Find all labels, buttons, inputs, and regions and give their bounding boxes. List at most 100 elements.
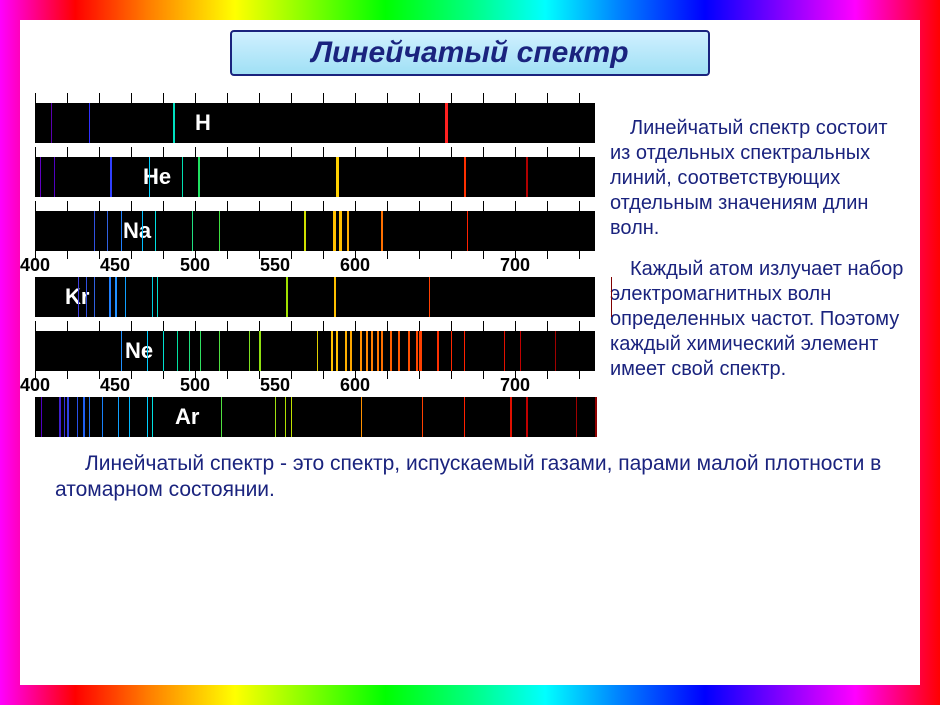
spectral-line	[464, 157, 466, 197]
spectral-line	[221, 397, 222, 437]
tick	[515, 147, 516, 157]
axis-tick	[291, 371, 292, 379]
spectral-line	[54, 157, 55, 197]
spectral-line	[125, 277, 126, 317]
element-label: He	[143, 164, 171, 190]
tick	[483, 93, 484, 103]
tick	[131, 201, 132, 211]
axis-label: 550	[260, 375, 290, 396]
spectral-line	[59, 397, 61, 437]
spectral-line	[182, 157, 183, 197]
spectral-line	[408, 331, 410, 371]
spectral-line	[94, 211, 95, 251]
spectral-line	[157, 277, 158, 317]
tick	[579, 321, 580, 331]
axis-tick	[323, 251, 324, 259]
spectral-line	[334, 277, 336, 317]
content-area: Линейчатый спектр HHeNa40045050055060070…	[20, 20, 920, 685]
axis-tick	[547, 371, 548, 379]
spectral-line	[67, 397, 69, 437]
spectral-line	[464, 331, 465, 371]
spectral-line	[339, 211, 342, 251]
spectrum-strip: Kr	[35, 277, 595, 317]
spectral-line	[219, 331, 220, 371]
spectral-line	[526, 157, 528, 197]
spectral-line	[347, 211, 349, 251]
tick	[547, 147, 548, 157]
spectral-line	[118, 397, 119, 437]
tick	[355, 201, 356, 211]
tick	[35, 321, 36, 331]
spectrum-strip: He	[35, 157, 595, 197]
spectral-line	[89, 103, 90, 143]
spectral-line	[83, 397, 85, 437]
element-label: Na	[123, 218, 151, 244]
tick	[195, 93, 196, 103]
tick-row	[35, 145, 595, 157]
spectral-line	[219, 211, 220, 251]
tick	[35, 201, 36, 211]
spectral-line	[350, 331, 352, 371]
title-bar: Линейчатый спектр	[230, 30, 710, 76]
spectra-column: HHeNa400450500550600700KrNe4004505005506…	[35, 91, 595, 439]
spectral-line	[317, 331, 318, 371]
axis-tick	[131, 371, 132, 379]
spectral-line	[381, 211, 383, 251]
axis-tick	[387, 251, 388, 259]
tick	[419, 321, 420, 331]
axis-tick	[67, 251, 68, 259]
spectral-line	[110, 157, 112, 197]
tick	[579, 93, 580, 103]
axis-tick	[579, 371, 580, 379]
spectral-line	[520, 331, 521, 371]
axis-label: 500	[180, 255, 210, 276]
tick	[163, 93, 164, 103]
axis-label: 450	[100, 375, 130, 396]
spectral-line	[336, 331, 338, 371]
axis-tick	[547, 251, 548, 259]
tick	[387, 321, 388, 331]
spectral-line	[371, 331, 373, 371]
axis-label: 400	[20, 255, 50, 276]
tick	[579, 201, 580, 211]
tick	[227, 321, 228, 331]
axis-label: 550	[260, 255, 290, 276]
tick	[451, 147, 452, 157]
spectral-line	[173, 103, 175, 143]
tick-row	[35, 319, 595, 331]
tick	[99, 147, 100, 157]
spectral-line	[51, 103, 52, 143]
axis-tick	[419, 251, 420, 259]
spectral-line	[336, 157, 339, 197]
tick	[419, 201, 420, 211]
tick	[195, 147, 196, 157]
tick	[323, 147, 324, 157]
element-label: Ne	[125, 338, 153, 364]
tick	[131, 93, 132, 103]
axis-label: 600	[340, 255, 370, 276]
spectral-line	[360, 331, 362, 371]
axis-label: 600	[340, 375, 370, 396]
tick-row	[35, 91, 595, 103]
spectral-line	[77, 397, 78, 437]
spectrum-Na: Na400450500550600700	[35, 199, 595, 275]
tick	[35, 93, 36, 103]
bottom-paragraph: Линейчатый спектр - это спектр, испускае…	[35, 451, 905, 504]
spectral-line	[366, 331, 368, 371]
spectral-line	[89, 397, 90, 437]
axis-tick	[131, 251, 132, 259]
spectral-line	[416, 331, 418, 371]
spectral-line	[381, 331, 383, 371]
tick	[291, 201, 292, 211]
axis-label: 700	[500, 255, 530, 276]
tick	[547, 93, 548, 103]
spectral-line	[422, 397, 423, 437]
axis-row: 400450500550600700	[35, 371, 595, 395]
spectral-line	[41, 397, 42, 437]
tick	[227, 147, 228, 157]
spectral-line	[147, 397, 148, 437]
tick	[259, 201, 260, 211]
tick	[67, 201, 68, 211]
tick	[387, 147, 388, 157]
spectrum-Ar: Ar	[35, 397, 595, 437]
